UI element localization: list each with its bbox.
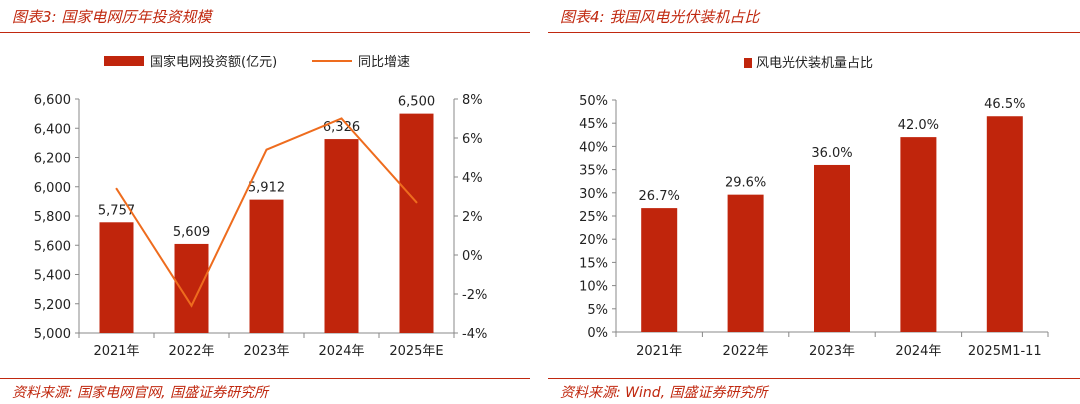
x-category-label: 2023年 (243, 344, 289, 359)
growth-point (340, 117, 343, 120)
y-tick-label: 35% (579, 164, 608, 179)
y-tick-label: 20% (579, 233, 608, 248)
x-category-label: 2024年 (318, 344, 364, 359)
left-source-note: 资料来源: 国家电网官网, 国盛证券研究所 (12, 385, 269, 401)
y-tick-label: 0% (587, 326, 608, 341)
right-chart: 风电光伏装机量占比 0% 5% 10% 15% 20% 25% 30% 35% 40% 45% 50%… (579, 56, 1049, 359)
share-bar (641, 208, 678, 332)
legend-label-investment: 国家电网投资额(亿元) (150, 54, 277, 70)
left-y-tick-label: 6,200 (34, 152, 71, 167)
y-tick-label: 15% (579, 256, 608, 271)
growth-point (415, 201, 418, 204)
x-category-label: 2023年 (809, 344, 855, 359)
right-panel: 图表4: 我国风电光伏装机占比 风电光伏装机量占比 0% 5% 10% 15% 20% 25… (548, 0, 1080, 404)
left-y-tick-label: 5,400 (34, 269, 71, 284)
x-category-label: 2025年E (389, 344, 443, 359)
legend-swatch-share (744, 58, 752, 68)
right-bottom-rule (548, 378, 1080, 379)
left-chart-heading: 图表3: 国家电网历年投资规模 (12, 8, 212, 26)
investment-bar (99, 222, 134, 333)
legend-label-growth: 同比增速 (358, 55, 410, 70)
growth-point (190, 304, 193, 307)
right-y-tick-label: 8% (462, 93, 483, 108)
y-tick-label: 40% (579, 140, 608, 155)
share-bar-label: 36.0% (811, 146, 852, 161)
y-tick-label: 25% (579, 210, 608, 225)
left-y-tick-label: 6,600 (34, 93, 71, 108)
investment-bar-label: 5,912 (248, 181, 285, 196)
y-tick-label: 30% (579, 187, 608, 202)
y-tick-label: 50% (579, 94, 608, 109)
right-y-tick-label: 4% (462, 171, 483, 186)
left-y-tick-label: 5,800 (34, 210, 71, 225)
share-bar-label: 46.5% (984, 97, 1025, 112)
left-y-tick-label: 5,600 (34, 239, 71, 254)
y-tick-label: 5% (587, 303, 608, 318)
x-category-label: 2021年 (93, 344, 139, 359)
right-chart-heading: 图表4: 我国风电光伏装机占比 (560, 8, 760, 26)
share-bar (727, 194, 764, 332)
growth-point (115, 187, 118, 190)
left-y-tick-label: 6,000 (34, 181, 71, 196)
right-source-note: 资料来源: Wind, 国盛证券研究所 (560, 385, 768, 401)
left-bottom-rule (0, 378, 530, 379)
x-category-label: 2022年 (723, 344, 769, 359)
growth-point (265, 148, 268, 151)
y-tick-label: 45% (579, 117, 608, 132)
x-category-label: 2024年 (895, 344, 941, 359)
investment-bar-label: 5,609 (173, 225, 210, 240)
legend-swatch-investment (104, 56, 144, 66)
right-y-tick-label: 0% (462, 249, 483, 264)
investment-bar-label: 6,326 (323, 120, 360, 135)
x-category-label: 2025M1-11 (968, 344, 1042, 359)
share-bar (900, 137, 937, 332)
right-y-tick-label: -4% (462, 327, 487, 342)
left-panel: 图表3: 国家电网历年投资规模 国家电网投资额(亿元) 同比增速 5,000 5,20… (0, 0, 530, 404)
investment-bar (249, 199, 284, 333)
left-chart: 国家电网投资额(亿元) 同比增速 5,000 5,200 5,400 5,600 5,800… (34, 54, 488, 359)
share-bar-label: 42.0% (898, 118, 939, 133)
right-y-tick-label: 6% (462, 132, 483, 147)
legend-label-share: 风电光伏装机量占比 (756, 56, 873, 71)
x-category-label: 2022年 (168, 344, 214, 359)
investment-bar (399, 113, 434, 333)
right-top-rule (548, 32, 1080, 33)
share-bar (986, 116, 1023, 333)
investment-bar (324, 139, 359, 333)
investment-bar-label: 6,500 (398, 95, 435, 110)
share-bar-label: 26.7% (639, 189, 680, 204)
share-bar (814, 164, 850, 332)
left-y-tick-label: 5,200 (34, 298, 71, 313)
y-tick-label: 10% (579, 280, 608, 295)
left-y-tick-label: 5,000 (34, 327, 71, 342)
right-y-tick-label: 2% (462, 210, 483, 225)
share-bar-label: 29.6% (725, 176, 766, 191)
x-category-label: 2021年 (636, 344, 682, 359)
right-y-tick-label: -2% (462, 288, 487, 303)
investment-bar-label: 5,757 (98, 203, 135, 218)
left-y-tick-label: 6,400 (34, 122, 71, 137)
left-top-rule (0, 32, 530, 33)
